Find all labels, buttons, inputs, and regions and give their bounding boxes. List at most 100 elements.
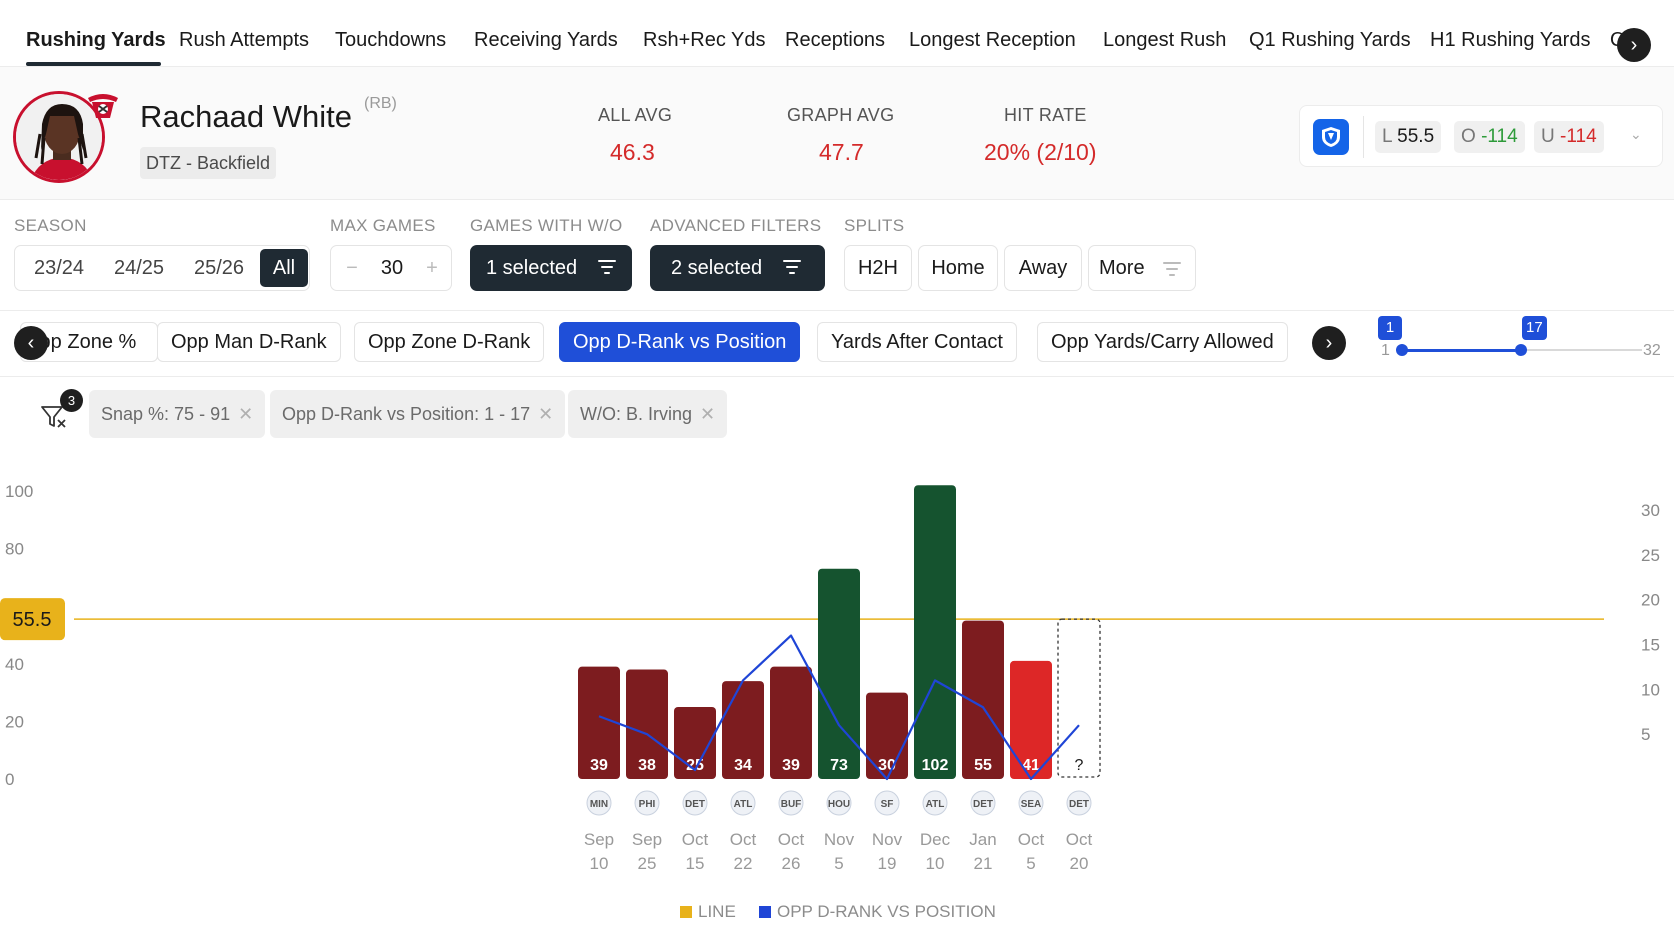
line-value-badge [0,598,65,641]
x-tick-month: Sep [584,830,614,849]
season-24-25[interactable]: 24/25 [113,257,165,279]
chips-prev-button[interactable]: ‹ [14,326,48,360]
plus-icon[interactable]: + [426,257,438,279]
season-all[interactable]: All [260,249,308,287]
y-axis-tick: 80 [5,540,24,559]
opponent-logo-icon [826,790,852,816]
tab-receptions[interactable]: Receptions [785,29,886,51]
opponent-abbr: HOU [828,799,850,810]
x-tick-month: Sep [632,830,662,849]
opponent-abbr: ATL [734,799,753,810]
active-filter-count: 3 [60,389,83,412]
legend-line-label: LINE [698,902,736,921]
advanced-filters-value: 2 selected [671,257,763,279]
tab-rsh-rec-yds[interactable]: Rsh+Rec Yds [643,29,766,51]
close-icon[interactable]: ✕ [238,404,254,424]
chip-opp-zone-d-rank[interactable]: Opp Zone D-Rank [354,322,545,362]
opponent-logo-icon [778,790,804,816]
advanced-filters-dropdown[interactable]: 2 selected [650,245,825,291]
season-23-24[interactable]: 23/24 [33,257,85,279]
tab-h1-rushing-yards[interactable]: H1 Rushing Yards [1430,29,1591,51]
graph-avg-value: 47.7 [819,139,864,165]
opponent-logo-icon [970,790,996,816]
tab-q1-rushing-yards[interactable]: Q1 Rushing Yards [1249,29,1411,51]
x-tick-month: Oct [682,830,709,849]
opponent-logo-icon [922,790,948,816]
x-tick-month: Nov [872,830,903,849]
chip-opp-yards-per-carry[interactable]: Opp Yards/Carry Allowed [1037,322,1288,362]
tab-touchdowns[interactable]: Touchdowns [335,29,447,51]
opponent-logo-icon [874,790,900,816]
bar [722,681,764,779]
chevron-right-icon: › [1630,33,1638,56]
chips-next-button[interactable]: › [1312,326,1346,360]
minus-icon[interactable]: − [346,257,358,279]
x-tick-day: 10 [590,854,609,873]
x-tick-month: Oct [778,830,805,849]
odds-divider [1363,116,1364,158]
odds-card[interactable]: L 55.5 O -114 U -114 ⌄ [1299,105,1663,167]
tab-rush-attempts[interactable]: Rush Attempts [179,29,310,51]
odds-under-value: -114 [1560,126,1597,147]
bar-value-label: 34 [734,757,752,774]
range-handle-low[interactable] [1396,344,1408,356]
x-tick-month: Oct [1018,830,1045,849]
x-tick-day: 5 [1026,854,1035,873]
season-25-26[interactable]: 25/26 [193,257,245,279]
games-without-value: 1 selected [486,257,578,279]
split-home[interactable]: Home [918,245,998,291]
active-tab-underline [26,62,161,66]
player-role-tag: DTZ - Backfield [140,147,277,179]
odds-over-prefix: O [1461,126,1476,147]
chip-opp-d-rank-vs-position[interactable]: Opp D-Rank vs Position [559,322,801,362]
hit-rate-value: 20% (2/10) [984,139,1097,165]
y-axis-tick: 40 [5,655,24,674]
advanced-filters-label: ADVANCED FILTERS [650,216,822,235]
opponent-logo-icon [1066,790,1092,816]
y-axis-tick: 0 [5,770,14,789]
odds-over-value: -114 [1481,126,1518,147]
range-handle-high[interactable] [1515,344,1527,356]
chip-opp-man-d-rank[interactable]: Opp Man D-Rank [157,322,341,362]
split-h2h[interactable]: H2H [844,245,912,291]
player-avatar [13,91,105,183]
x-tick-month: Oct [730,830,757,849]
x-tick-day: 20 [1070,854,1089,873]
x-tick-day: 19 [878,854,897,873]
x-tick-month: Oct [1066,830,1093,849]
season-selector: 23/24 24/25 25/26 All [14,245,310,291]
chevron-down-icon[interactable]: ⌄ [1630,126,1642,142]
bar-value-label: 102 [922,757,949,774]
tabs-next-button[interactable]: › [1617,28,1651,62]
chip-yards-after-contact[interactable]: Yards After Contact [817,322,1017,362]
bar [962,620,1004,779]
split-more[interactable]: More [1088,245,1196,291]
filter-tag-snap-label: Snap %: 75 - 91 [101,404,231,424]
filter-lines-icon [598,260,616,278]
opponent-abbr: DET [1069,799,1089,810]
bar [1010,660,1052,779]
odds-line-prefix: L [1382,126,1392,147]
close-icon[interactable]: ✕ [700,404,716,424]
bar [818,568,860,779]
split-more-label: More [1099,257,1145,279]
tab-longest-rush[interactable]: Longest Rush [1103,29,1227,51]
filter-tag-without-label: W/O: B. Irving [580,404,693,424]
tab-receiving-yards[interactable]: Receiving Yards [474,29,618,51]
tab-longest-reception[interactable]: Longest Reception [909,29,1076,51]
filter-lines-icon [783,260,801,278]
games-without-dropdown[interactable]: 1 selected [470,245,632,291]
line-value-label: 55.5 [13,609,52,631]
filter-tag-snap: Snap %: 75 - 91 ✕ [89,390,266,438]
season-label: SEASON [14,216,87,235]
x-tick-day: 21 [974,854,993,873]
x-tick-day: 10 [926,854,945,873]
metric-chip-row: Opp Zone % Opp Man D-Rank Opp Zone D-Ran… [0,310,1674,377]
max-games-value[interactable]: 30 [380,257,404,279]
split-away[interactable]: Away [1004,245,1082,291]
close-icon[interactable]: ✕ [538,404,554,424]
range-high-badge: 17 [1522,316,1547,340]
tab-rushing-yards[interactable]: Rushing Yards [26,29,166,51]
range-min-label: 1 [1381,342,1390,359]
hit-rate-label: HIT RATE [1004,105,1087,125]
